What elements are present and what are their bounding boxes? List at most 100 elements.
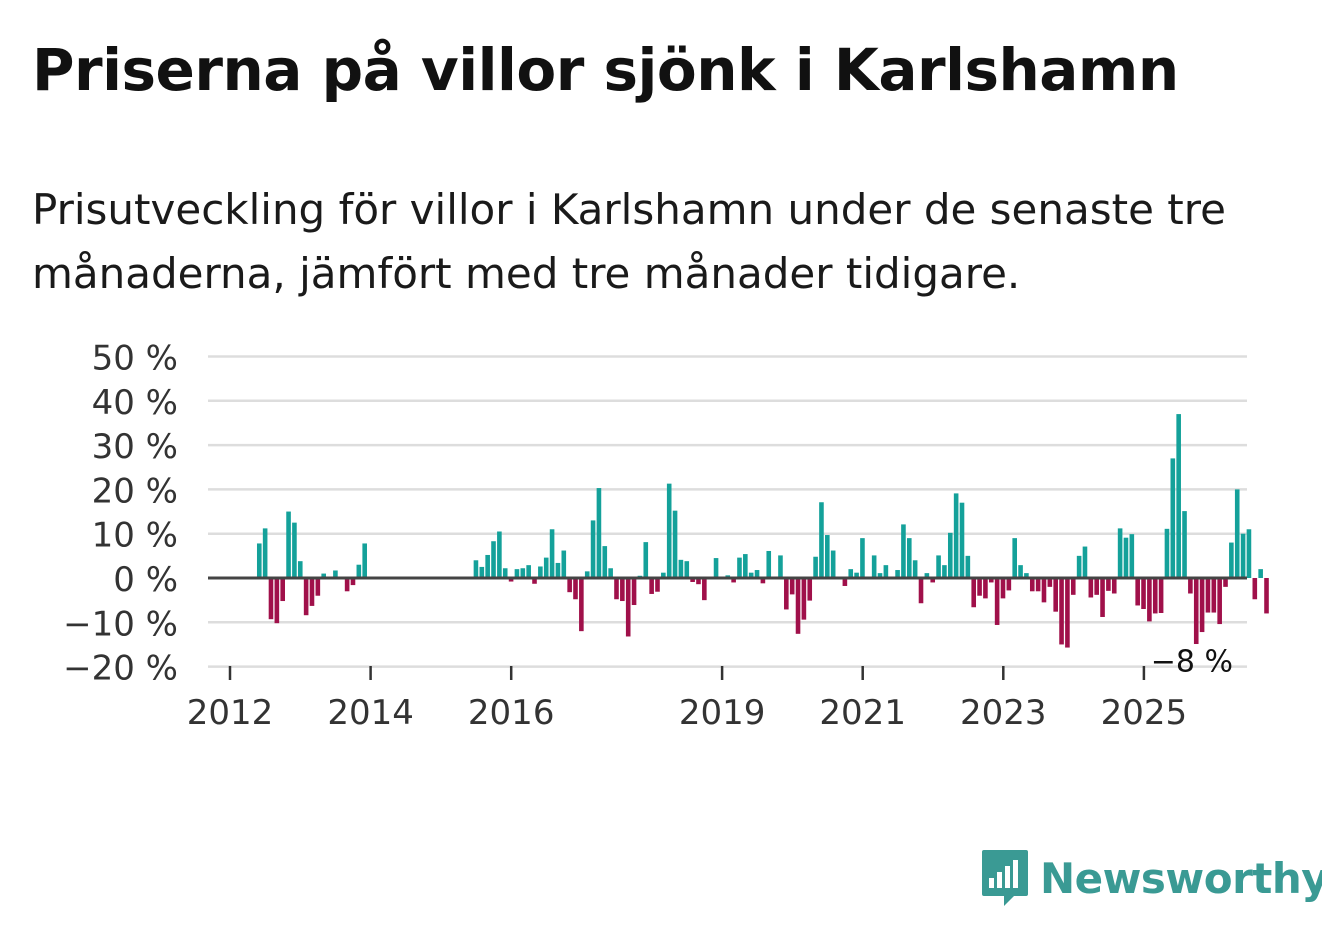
y-tick-label: −10 % (63, 604, 178, 644)
bar (567, 578, 572, 593)
bar (1246, 529, 1252, 578)
newsworthy-logo: Newsworthy (980, 848, 1322, 908)
bar (906, 538, 912, 578)
annotations: −8 % (1151, 644, 1233, 679)
bar (953, 493, 959, 578)
bar (1264, 578, 1269, 614)
bar (1123, 537, 1129, 578)
y-tick-label: 50 % (92, 339, 178, 379)
bar (813, 556, 818, 578)
bar (1012, 538, 1017, 578)
bar (555, 562, 561, 578)
bar (1223, 578, 1228, 587)
bar (1024, 573, 1029, 578)
bar (860, 538, 865, 578)
bar (256, 543, 262, 578)
bar (713, 558, 719, 578)
bar (977, 578, 982, 596)
bar (912, 560, 918, 578)
bar (690, 578, 695, 582)
bar (930, 578, 936, 583)
bar (1117, 528, 1123, 578)
bar (1006, 578, 1012, 591)
bar (965, 555, 971, 578)
bar (877, 573, 883, 578)
bar (514, 569, 520, 578)
bar (538, 566, 543, 578)
y-tick-label: 30 % (92, 427, 178, 467)
y-tick-label: −20 % (63, 649, 178, 689)
bar (936, 555, 941, 578)
bar (1258, 569, 1263, 578)
bars (256, 414, 1269, 648)
bar (262, 528, 268, 578)
bar (819, 502, 824, 578)
bar (1070, 578, 1076, 595)
x-tick-label: 2023 (960, 693, 1047, 733)
bar (1152, 578, 1158, 614)
bar (766, 550, 772, 578)
bar (608, 568, 613, 578)
bar (1182, 511, 1187, 578)
bar (561, 550, 567, 578)
bar (1053, 578, 1058, 612)
x-tick-label: 2012 (187, 693, 274, 733)
bar (731, 578, 736, 583)
bar (1240, 533, 1246, 578)
bar (526, 565, 531, 578)
bar (1176, 414, 1181, 578)
bar (947, 532, 953, 578)
bar (1088, 578, 1094, 598)
bar (1094, 578, 1099, 595)
bar (942, 565, 947, 578)
bar (1100, 578, 1105, 617)
bar (362, 543, 367, 578)
bar (754, 570, 760, 578)
bar (333, 570, 338, 578)
bar (579, 578, 584, 632)
bar (871, 555, 877, 578)
bar (602, 546, 608, 578)
bar (959, 502, 965, 578)
bar (491, 541, 496, 578)
bar (280, 578, 285, 602)
bar (1018, 565, 1023, 578)
bar (286, 511, 291, 578)
bar (801, 578, 807, 620)
bar (356, 564, 362, 578)
bar (1205, 578, 1211, 613)
bar (497, 531, 502, 579)
bar (1199, 578, 1205, 633)
bar (1234, 489, 1240, 578)
x-tick-label: 2025 (1101, 693, 1188, 733)
bar (532, 578, 537, 584)
bar (1111, 578, 1117, 594)
bar (590, 520, 596, 578)
y-tick-label: 20 % (92, 471, 178, 511)
y-tick-label: 40 % (92, 383, 178, 423)
bar (1158, 578, 1164, 613)
bar (350, 578, 356, 586)
bar (666, 483, 672, 578)
bar (573, 578, 578, 600)
bar (596, 488, 602, 578)
bar (543, 557, 549, 578)
bar (737, 557, 742, 578)
x-axis-labels: 2012 2014 2016 2019 2021 2023 2025 (187, 666, 1187, 733)
chart-title: Priserna på villor sjönk i Karlshamn (32, 36, 1179, 104)
bar (321, 573, 326, 578)
bar (344, 578, 350, 592)
bar (309, 578, 315, 606)
bar (795, 578, 801, 634)
bar (743, 554, 748, 578)
bar (1076, 555, 1082, 578)
bar (508, 578, 514, 582)
bar (1164, 528, 1170, 578)
bar (1135, 578, 1140, 606)
bar (631, 578, 637, 606)
bar (625, 578, 631, 637)
x-tick-label: 2014 (327, 693, 414, 733)
bar (649, 578, 654, 594)
bar (1047, 578, 1053, 587)
y-axis-labels: −20 % −10 %0 %10 % 20 %30 %40 %50 % (63, 339, 178, 689)
